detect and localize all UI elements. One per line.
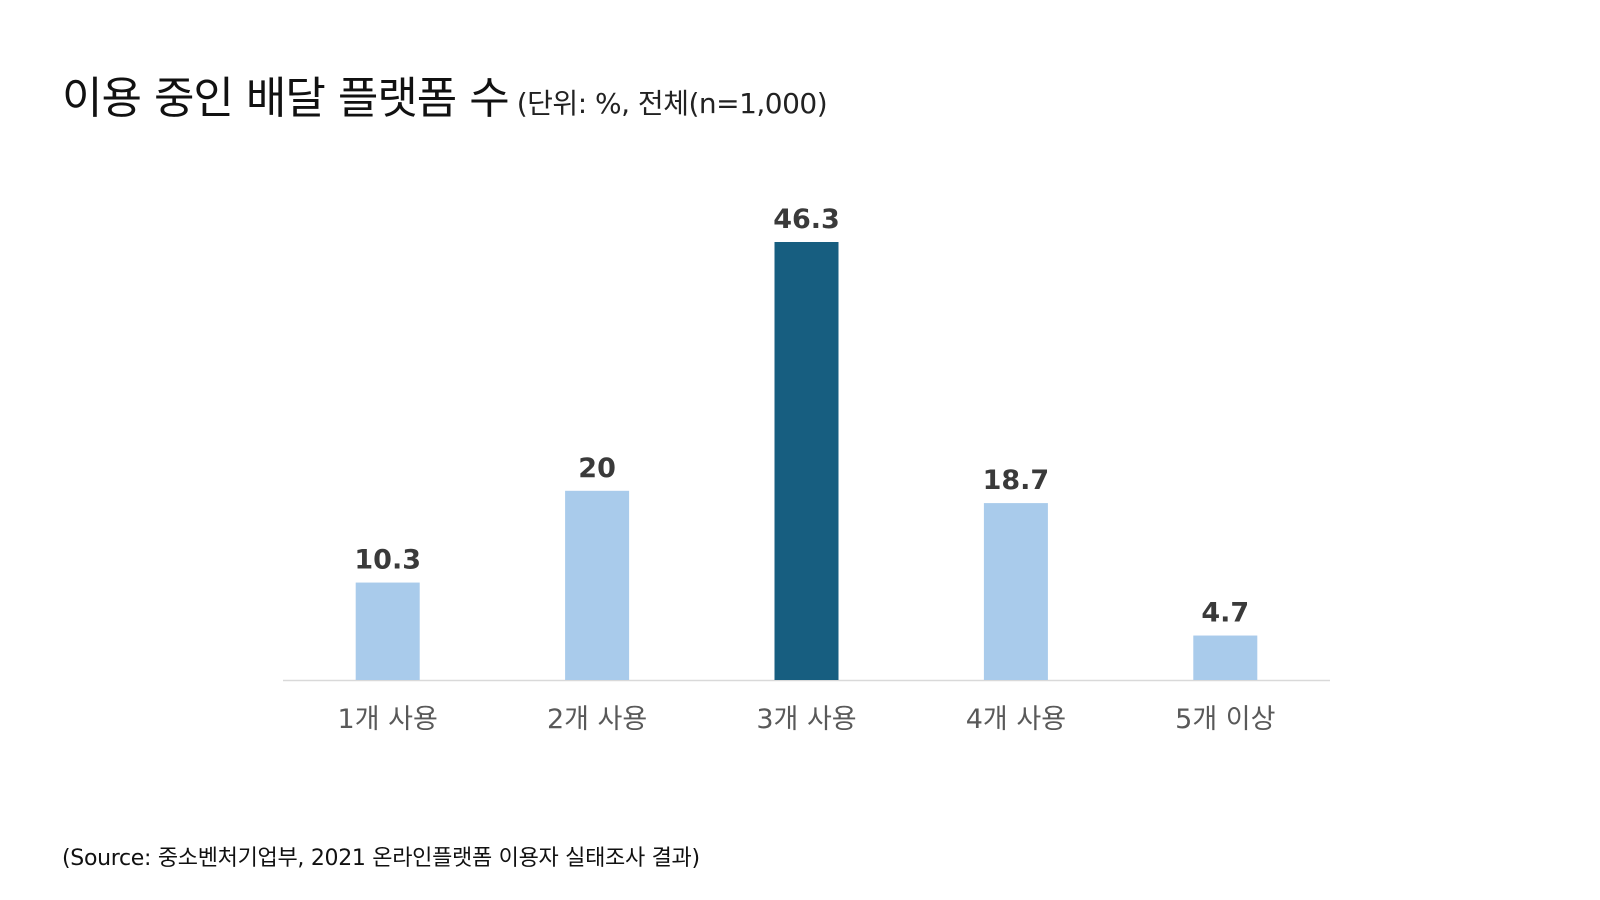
- bar-3: [774, 242, 839, 680]
- x-tick-label-1: 1개 사용: [338, 704, 438, 735]
- data-label-5: 4.7: [1201, 598, 1249, 629]
- chart-subtitle: (단위: %, 전체(n=1,000): [516, 87, 828, 120]
- x-tick-label-5: 5개 이상: [1175, 704, 1275, 735]
- x-tick-label-3: 3개 사용: [756, 704, 856, 735]
- chart-title: 이용 중인 배달 플랫폼 수: [62, 73, 510, 124]
- bar-4: [983, 503, 1048, 680]
- source-note: (Source: 중소벤처기업부, 2021 온라인플랫폼 이용자 실태조사 결…: [62, 846, 700, 871]
- data-label-4: 18.7: [983, 465, 1050, 496]
- x-tick-label-4: 4개 사용: [966, 704, 1066, 735]
- bar-5: [1193, 635, 1258, 680]
- data-label-2: 20: [578, 453, 616, 484]
- data-label-1: 10.3: [354, 545, 421, 576]
- bar-chart: 10.3 1개 사용 20 2개 사용 46.3 3개 사용 18.7 4개 사용 4.7 5개 …: [283, 204, 1330, 735]
- chart-title-row: 이용 중인 배달 플랫폼 수 (단위: %, 전체(n=1,000): [62, 62, 828, 126]
- x-tick-label-2: 2개 사용: [547, 704, 647, 735]
- bar-1: [355, 582, 420, 680]
- data-label-3: 46.3: [773, 204, 840, 235]
- bar-2: [565, 490, 630, 680]
